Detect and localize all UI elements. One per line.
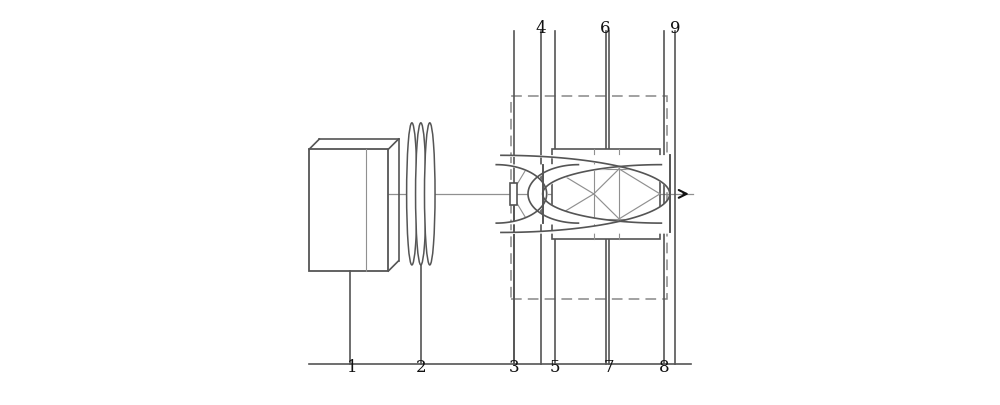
Text: 7: 7 bbox=[603, 358, 614, 375]
Text: 6: 6 bbox=[600, 20, 611, 37]
Bar bbox=[309, 150, 388, 271]
Text: 3: 3 bbox=[509, 358, 520, 375]
Text: 8: 8 bbox=[659, 358, 670, 375]
Bar bbox=[510, 183, 517, 206]
Ellipse shape bbox=[424, 124, 435, 265]
Ellipse shape bbox=[416, 124, 426, 265]
Bar bbox=[552, 150, 660, 239]
Text: 9: 9 bbox=[670, 20, 681, 37]
Text: 2: 2 bbox=[416, 358, 426, 375]
Text: 1: 1 bbox=[346, 358, 357, 375]
Ellipse shape bbox=[407, 124, 417, 265]
Text: 5: 5 bbox=[550, 358, 560, 375]
Bar bbox=[511, 97, 667, 300]
Text: 4: 4 bbox=[535, 20, 546, 37]
